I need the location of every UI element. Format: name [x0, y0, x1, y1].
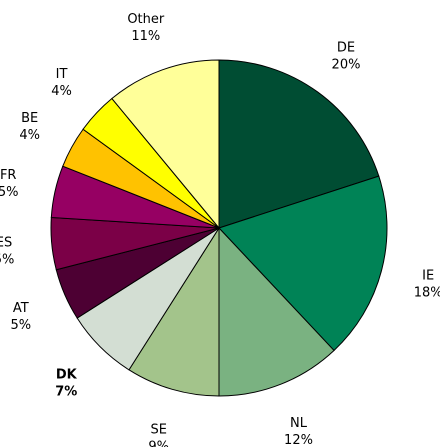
slice-label-ie: IE: [422, 269, 434, 284]
slice-value-nl: 12%: [284, 433, 313, 447]
slice-value-fr: 5%: [0, 185, 19, 200]
slice-label-se: SE: [150, 422, 166, 437]
slice-label-es: ES: [0, 235, 12, 250]
slice-label-other: Other: [127, 12, 165, 27]
slice-value-at: 5%: [10, 318, 31, 333]
slice-label-dk: DK: [56, 368, 78, 383]
pie-labels: DE 20% IE 18% NL 12% SE 9% DK 7% AT 5% ES 5% FR 5% BE 4% I…: [0, 12, 440, 447]
pie-slice-nl: [218, 226, 335, 397]
slice-value-de: 20%: [332, 57, 361, 72]
slice-value-dk: 7%: [55, 385, 77, 400]
pie-slices: [50, 59, 388, 397]
slice-value-ie: 18%: [414, 286, 440, 301]
slice-value-other: 11%: [131, 29, 160, 44]
slice-value-be: 4%: [19, 128, 40, 143]
slice-label-fr: FR: [0, 168, 16, 183]
slice-label-at: AT: [13, 301, 29, 316]
pie-slice-other: [111, 59, 220, 230]
slice-label-it: IT: [56, 67, 68, 82]
slice-label-de: DE: [337, 40, 355, 55]
slice-value-es: 5%: [0, 252, 14, 267]
slice-value-it: 4%: [51, 84, 72, 99]
slice-label-be: BE: [21, 111, 38, 126]
slice-value-se: 9%: [148, 439, 169, 447]
pie-slice-se: [128, 226, 220, 397]
pie-slice-de: [218, 59, 380, 229]
slice-label-nl: NL: [290, 416, 308, 431]
pie-slice-ie: [218, 175, 388, 352]
